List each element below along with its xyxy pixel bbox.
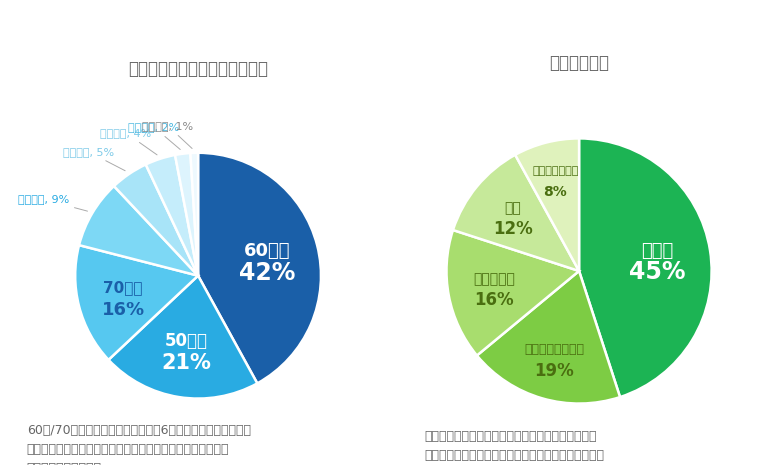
Text: そのほか, 1%: そのほか, 1% bbox=[142, 121, 194, 148]
Text: お友達グループ: お友達グループ bbox=[532, 166, 578, 176]
Text: 60歳/70歳代のお客様の割合合計が6割近くを占めています。
お元気でアクティブなシニア層のお客様から多くのお声掛け
をいただいています。: 60歳/70歳代のお客様の割合合計が6割近くを占めています。 お元気でアクティブ… bbox=[27, 424, 250, 465]
Text: 50歳代: 50歳代 bbox=[165, 332, 208, 350]
Wedge shape bbox=[191, 153, 198, 276]
Text: ご夫婦、ご家族でのお申し込みが大変多く、次いで
おひとりのお客様が多くなっています。パーソナルに
旅を楽しみたいお客様にご好評をいただいています。: ご夫婦、ご家族でのお申し込みが大変多く、次いで おひとりのお客様が多くなっていま… bbox=[424, 430, 604, 465]
Title: 年齢分布（グループ代表者様）: 年齢分布（グループ代表者様） bbox=[128, 60, 268, 78]
Text: 16%: 16% bbox=[102, 301, 145, 319]
Text: 8%: 8% bbox=[543, 185, 567, 199]
Text: 70歳代: 70歳代 bbox=[103, 280, 143, 295]
Wedge shape bbox=[75, 245, 198, 360]
Wedge shape bbox=[175, 153, 198, 276]
Wedge shape bbox=[446, 230, 579, 356]
Wedge shape bbox=[79, 186, 198, 276]
Wedge shape bbox=[109, 276, 257, 399]
Text: 60歳代: 60歳代 bbox=[244, 242, 291, 259]
Wedge shape bbox=[198, 153, 321, 383]
Text: ３０歳代, 4%: ３０歳代, 4% bbox=[100, 128, 157, 155]
Title: グループ形態: グループ形態 bbox=[549, 53, 609, 72]
Text: ２０歳代, 2%: ２０歳代, 2% bbox=[128, 122, 180, 150]
Text: おひとり様: おひとり様 bbox=[474, 272, 515, 286]
Text: 親子: 親子 bbox=[504, 201, 521, 215]
Text: ご家族３名様以上: ご家族３名様以上 bbox=[524, 343, 584, 356]
Text: 12%: 12% bbox=[493, 220, 533, 239]
Text: 16%: 16% bbox=[474, 292, 515, 309]
Text: ご夫妻: ご夫妻 bbox=[641, 242, 674, 259]
Text: ４０歳代, 9%: ４０歳代, 9% bbox=[17, 194, 87, 211]
Wedge shape bbox=[579, 139, 712, 397]
Wedge shape bbox=[146, 155, 198, 276]
Text: ８０歳代, 5%: ８０歳代, 5% bbox=[63, 146, 125, 171]
Text: 19%: 19% bbox=[534, 362, 574, 380]
Wedge shape bbox=[477, 271, 620, 404]
Text: 42%: 42% bbox=[239, 261, 295, 285]
Text: 21%: 21% bbox=[162, 353, 212, 373]
Text: 45%: 45% bbox=[629, 260, 686, 284]
Wedge shape bbox=[453, 155, 579, 271]
Wedge shape bbox=[114, 165, 198, 276]
Wedge shape bbox=[515, 139, 579, 271]
